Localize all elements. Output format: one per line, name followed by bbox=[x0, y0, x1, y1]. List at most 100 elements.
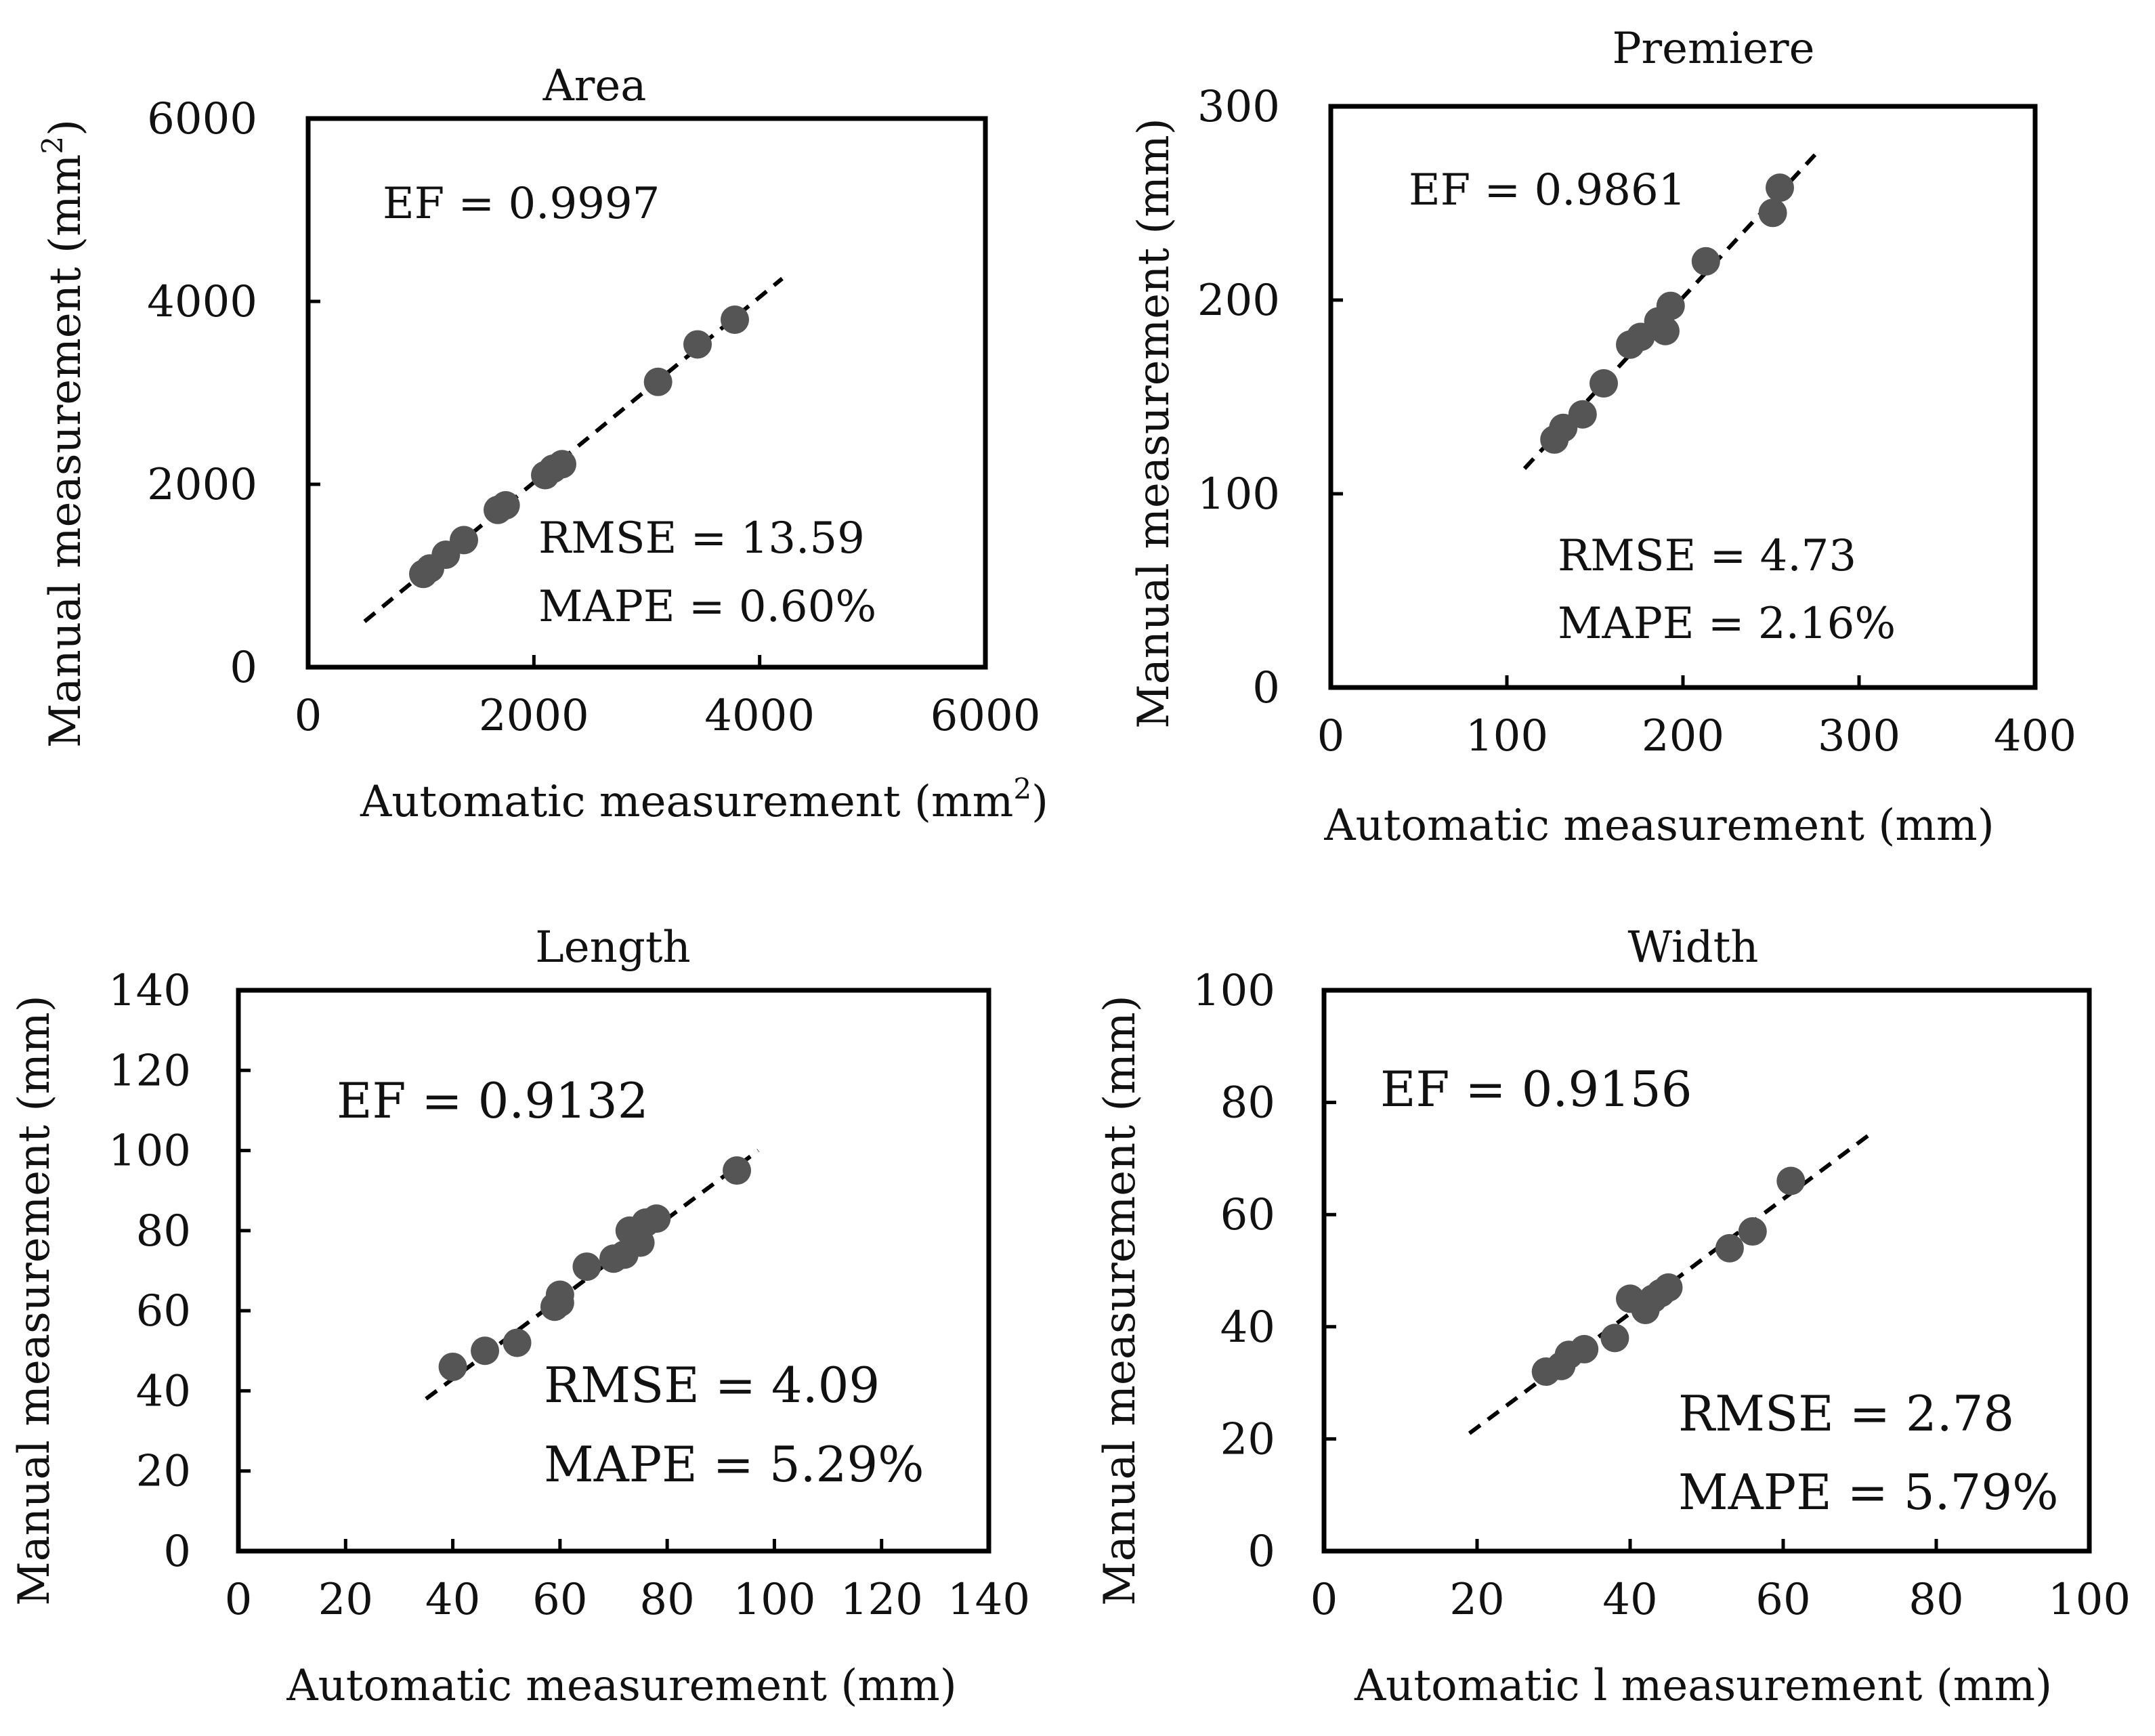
rmse-annotation: RMSE = 13.59 bbox=[538, 513, 865, 564]
data-point bbox=[438, 1352, 467, 1381]
x-tick-label: 6000 bbox=[931, 691, 1041, 741]
data-point bbox=[643, 367, 673, 396]
rmse-annotation: RMSE = 4.09 bbox=[544, 1357, 880, 1414]
x-tick-label: 120 bbox=[840, 1575, 923, 1625]
y-axis-label-superscript: 2 bbox=[36, 136, 69, 154]
data-point bbox=[723, 1156, 752, 1185]
data-point bbox=[721, 305, 749, 334]
x-tick-label: 80 bbox=[639, 1575, 694, 1625]
ef-annotation: EF = 0.9132 bbox=[337, 1072, 649, 1129]
data-point bbox=[1651, 316, 1680, 345]
y-axis-label: Manual measurement (mm) bbox=[9, 995, 60, 1606]
y-tick-label: 100 bbox=[108, 1126, 191, 1177]
plot-frame bbox=[236, 988, 991, 1554]
data-point bbox=[548, 450, 576, 479]
x-tick-label: 40 bbox=[425, 1575, 480, 1625]
y-axis-label: Manual measurement (mm2) bbox=[36, 119, 91, 748]
y-tick-label: 60 bbox=[136, 1286, 191, 1336]
ef-annotation: EF = 0.9156 bbox=[1380, 1061, 1692, 1118]
x-tick-label: 4000 bbox=[704, 691, 815, 741]
plot-frame bbox=[1321, 988, 2092, 1554]
mape-annotation: MAPE = 2.16% bbox=[1558, 599, 1896, 649]
y-tick-label: 100 bbox=[1193, 966, 1275, 1016]
x-axis-label: Automatic measurement (mm) bbox=[286, 1661, 956, 1711]
x-axis-label: Automatic measurement (mm) bbox=[1323, 801, 1994, 851]
plot-frame bbox=[305, 116, 988, 670]
chart-panel-area: Area 0 2000 4000 6000 0 2000 4000 6000 EF = 0.999… bbox=[36, 61, 1048, 827]
x-tick-label: 400 bbox=[1994, 711, 2076, 761]
x-tick-label: 60 bbox=[1755, 1575, 1810, 1625]
data-point bbox=[572, 1252, 601, 1282]
y-tick-label: 20 bbox=[136, 1447, 191, 1497]
y-tick-label: 200 bbox=[1197, 276, 1280, 326]
y-tick-label: 0 bbox=[163, 1527, 191, 1577]
x-tick-label: 0 bbox=[1310, 1575, 1338, 1625]
data-point bbox=[1738, 1217, 1767, 1246]
x-axis-label: Automatic measurement (mm2) bbox=[360, 772, 1048, 827]
x-tick-label: 0 bbox=[295, 691, 322, 741]
x-axis-label-superscript: 2 bbox=[1013, 772, 1031, 805]
data-point bbox=[1589, 368, 1618, 398]
x-tick-label: 0 bbox=[225, 1575, 253, 1625]
y-tick-label: 6000 bbox=[147, 94, 257, 144]
data-point bbox=[503, 1328, 532, 1357]
data-point bbox=[1654, 1273, 1683, 1302]
chart-title: Length bbox=[535, 923, 691, 973]
y-axis-label: Manual measurement (mm) bbox=[1129, 118, 1179, 729]
x-tick-label: 60 bbox=[532, 1575, 587, 1625]
x-tick-label: 2000 bbox=[479, 691, 589, 741]
mape-annotation: MAPE = 5.29% bbox=[544, 1436, 924, 1493]
x-tick-label: 100 bbox=[2048, 1575, 2131, 1625]
x-tick-label: 100 bbox=[733, 1575, 815, 1625]
y-tick-label: 0 bbox=[1247, 1527, 1275, 1577]
data-point bbox=[1570, 1334, 1599, 1363]
chart-title: Width bbox=[1627, 923, 1758, 973]
x-tick-label: 20 bbox=[1449, 1575, 1504, 1625]
y-tick-label: 20 bbox=[1220, 1414, 1275, 1464]
y-tick-label: 120 bbox=[108, 1046, 191, 1096]
y-tick-label: 40 bbox=[136, 1366, 191, 1416]
rmse-annotation: RMSE = 4.73 bbox=[1558, 531, 1856, 581]
y-axis-label-end: ) bbox=[41, 119, 91, 136]
y-tick-label: 80 bbox=[1220, 1078, 1275, 1128]
y-tick-label: 0 bbox=[1252, 663, 1280, 713]
y-tick-label: 80 bbox=[136, 1206, 191, 1256]
x-tick-label: 300 bbox=[1818, 711, 1900, 761]
data-point bbox=[1656, 291, 1685, 320]
y-tick-label: 60 bbox=[1220, 1190, 1275, 1240]
chart-panel-premiere: Premiere 0 100 200 300 400 0 100 200 300 EF = 0.98… bbox=[1129, 24, 2076, 851]
data-point bbox=[1691, 247, 1720, 276]
data-point bbox=[450, 526, 478, 555]
y-axis-label: Manual measurement (mm) bbox=[1095, 995, 1145, 1606]
data-point bbox=[683, 330, 712, 359]
data-point bbox=[1776, 1166, 1806, 1195]
y-tick-label: 4000 bbox=[147, 277, 257, 327]
y-tick-label: 0 bbox=[230, 643, 257, 693]
data-point bbox=[1758, 198, 1787, 228]
fit-line bbox=[363, 276, 784, 623]
x-tick-label: 200 bbox=[1642, 711, 1724, 761]
x-tick-label: 20 bbox=[318, 1575, 373, 1625]
x-tick-label: 100 bbox=[1466, 711, 1548, 761]
rmse-annotation: RMSE = 2.78 bbox=[1678, 1385, 2014, 1442]
data-point bbox=[545, 1280, 574, 1309]
data-point bbox=[1568, 400, 1597, 429]
ef-annotation: EF = 0.9997 bbox=[383, 179, 660, 229]
x-axis-label-end: ) bbox=[1031, 777, 1048, 827]
data-point bbox=[1766, 173, 1794, 203]
plot-frame bbox=[1328, 104, 2038, 690]
chart-panel-length: Length 0 20 40 60 80 100 120 140 0 20 40 60 80 100 120 1… bbox=[9, 923, 1030, 1711]
mape-annotation: MAPE = 5.79% bbox=[1678, 1464, 2059, 1521]
x-tick-label: 80 bbox=[1908, 1575, 1963, 1625]
x-tick-label: 40 bbox=[1602, 1575, 1657, 1625]
x-axis-label: Automatic l measurement (mm) bbox=[1354, 1661, 2052, 1711]
x-tick-label: 0 bbox=[1317, 711, 1345, 761]
chart-title: Area bbox=[542, 61, 647, 111]
y-tick-label: 140 bbox=[108, 966, 191, 1016]
data-point bbox=[491, 491, 520, 520]
mape-annotation: MAPE = 0.60% bbox=[538, 582, 876, 632]
y-tick-label: 100 bbox=[1197, 469, 1280, 520]
y-tick-label: 40 bbox=[1220, 1303, 1275, 1353]
chart-title: Premiere bbox=[1612, 24, 1814, 74]
